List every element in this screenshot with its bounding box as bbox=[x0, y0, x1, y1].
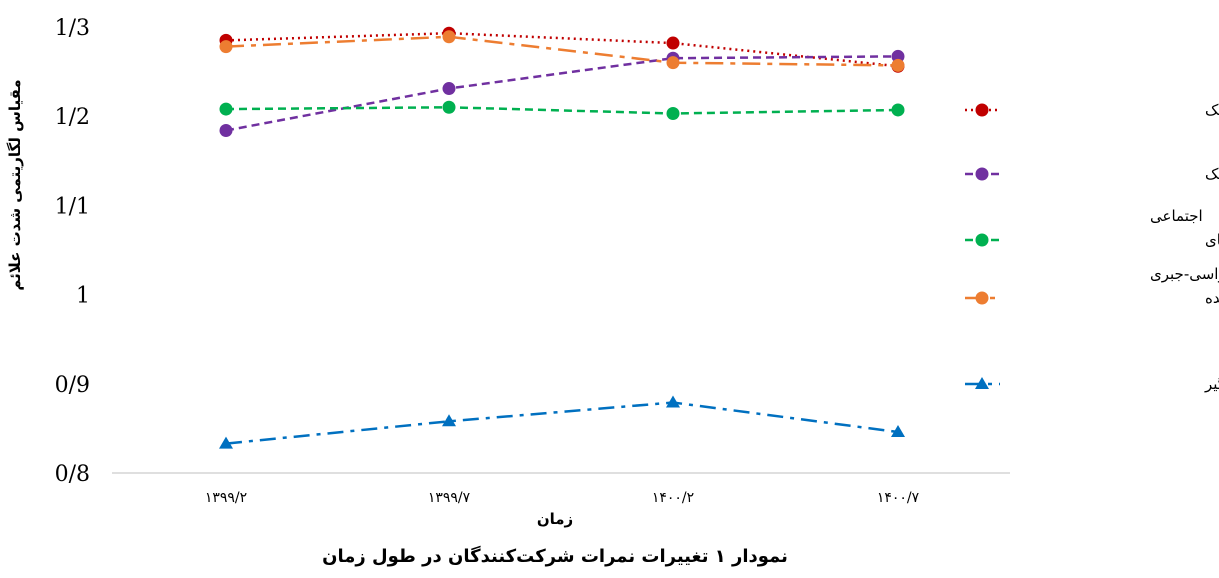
series-5 bbox=[219, 395, 905, 449]
legend: مقیاس اضطراب بک مقیاس افسردگی بک پرسشنامه … bbox=[965, 101, 1219, 393]
legend-item: پرسشنامه فوبیایاجتماعی bbox=[965, 207, 1219, 250]
legend-label: پرسشنامه‌ی تجدیدنظر شده bbox=[1205, 289, 1219, 308]
legend-label: اختلال اضطراب فراگیر bbox=[1204, 375, 1219, 393]
data-point-marker bbox=[666, 395, 680, 408]
x-tick-label: ۱۴۰۰/۷ bbox=[877, 490, 920, 506]
series-line bbox=[225, 106, 899, 115]
y-tick-label: 0/9 bbox=[55, 373, 90, 398]
series-layer bbox=[219, 26, 905, 449]
x-axis-title: زمان bbox=[537, 510, 573, 528]
legend-marker bbox=[975, 233, 989, 247]
y-tick-label: 1/3 bbox=[55, 16, 90, 41]
series-3 bbox=[219, 100, 905, 121]
y-axis-ticks: 0/8 0/9 1 1/1 1/2 1/3 bbox=[55, 16, 90, 487]
y-axis-title: مقیاس لگاریتمی شدت علائم bbox=[6, 79, 24, 290]
data-point-marker bbox=[442, 100, 456, 114]
x-tick-label: ۱۳۹۹/۷ bbox=[428, 490, 471, 506]
data-point-marker bbox=[891, 103, 905, 117]
legend-item: مقیاس افسردگی بک bbox=[965, 165, 1219, 183]
data-point-marker bbox=[891, 424, 905, 437]
legend-marker bbox=[975, 377, 989, 389]
series-4 bbox=[219, 30, 905, 72]
series-line bbox=[225, 55, 899, 132]
legend-label-wrap: وسواسی-جبری bbox=[1150, 265, 1219, 283]
y-tick-label: 1/2 bbox=[55, 105, 90, 130]
data-point-marker bbox=[219, 40, 233, 54]
legend-marker bbox=[975, 291, 989, 305]
legend-label-wrap: اجتماعی bbox=[1150, 207, 1203, 225]
series-line bbox=[225, 401, 899, 445]
y-tick-label: 1/1 bbox=[55, 194, 90, 219]
data-point-marker bbox=[219, 102, 233, 116]
legend-marker bbox=[975, 103, 989, 117]
legend-label: مقیاس افسردگی بک bbox=[1205, 165, 1219, 183]
legend-item: مقیاس اضطراب بک bbox=[965, 101, 1219, 119]
data-point-marker bbox=[442, 414, 456, 427]
data-point-marker bbox=[666, 107, 680, 121]
data-point-marker bbox=[666, 56, 680, 70]
x-tick-label: ۱۳۹۹/۲ bbox=[205, 490, 247, 506]
data-point-marker bbox=[219, 436, 233, 449]
x-tick-label: ۱۴۰۰/۲ bbox=[652, 490, 694, 506]
series-2 bbox=[219, 49, 905, 137]
y-tick-label: 0/8 bbox=[55, 462, 90, 487]
x-axis-ticks: ۱۳۹۹/۲ ۱۳۹۹/۷ ۱۴۰۰/۲ ۱۴۰۰/۷ bbox=[205, 490, 920, 506]
data-point-marker bbox=[442, 82, 456, 96]
data-point-marker bbox=[891, 49, 905, 63]
data-point-marker bbox=[219, 123, 233, 137]
legend-label: مقیاس اضطراب بک bbox=[1205, 101, 1219, 119]
y-tick-label: 1 bbox=[76, 284, 90, 309]
data-point-marker bbox=[442, 30, 456, 44]
data-point-marker bbox=[891, 58, 905, 72]
chart-caption: نمودار ۱ تغییرات نمرات شرکت‌کنندگان در ط… bbox=[322, 545, 788, 567]
series-line bbox=[225, 35, 899, 67]
legend-label: پرسشنامه فوبیای bbox=[1205, 231, 1219, 250]
legend-item: اختلال اضطراب فراگیر bbox=[965, 375, 1219, 393]
data-point-marker bbox=[666, 36, 680, 50]
legend-marker bbox=[975, 167, 989, 181]
legend-item: پرسشنامه‌ی تجدیدنظر شده وسواسی-جبری bbox=[965, 265, 1219, 308]
